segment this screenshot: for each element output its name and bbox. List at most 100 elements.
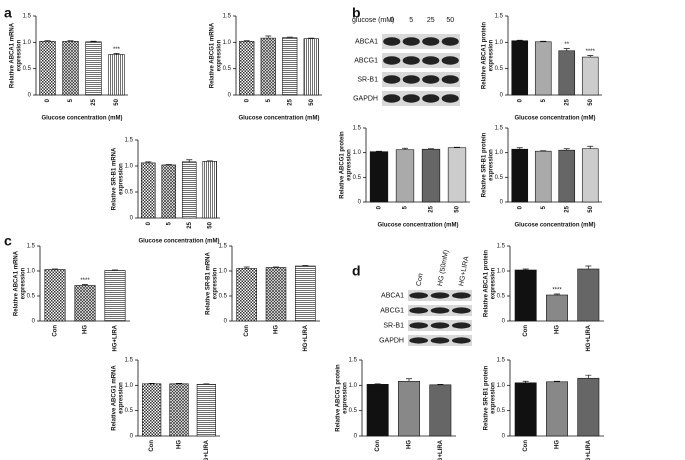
bar [104,270,126,322]
error-bar [243,266,250,269]
x-tick-label: 0 [517,98,523,102]
error-bar [112,269,118,271]
y-tick-label: 0 [32,319,36,325]
y-tick-label: 0 [354,434,358,440]
error-bar [203,383,210,385]
x-tick-label: HG [407,440,413,449]
bar [429,384,452,437]
x-tick-label: 50 [455,205,461,212]
y-axis-label: expression [217,39,223,71]
y-axis-label: expression [489,149,495,181]
y-tick-label: 1.0 [353,150,362,156]
y-tick-label: 0.5 [219,294,228,300]
x-axis-label: Glucose concentration (mM) [238,116,319,122]
x-axis-label: Glucose concentration (mM) [377,223,458,229]
lane-label: 25 [427,17,435,24]
bar [108,54,125,96]
blot-band [383,56,401,65]
error-bar [44,40,51,42]
bar [140,162,156,219]
x-tick-label: 5 [541,205,547,209]
blot-band [441,37,459,46]
error-bar [176,382,182,384]
x-tick-label: 50 [207,221,213,228]
y-tick-label: 1.0 [223,40,232,46]
y-tick-label: 1.0 [349,383,358,389]
blot-band [451,292,471,299]
x-tick-label: HG [555,325,561,334]
y-tick-label: 1.0 [125,164,134,170]
y-tick-label: 0.5 [125,190,134,196]
row-label: ABCA1 [355,38,378,45]
x-tick-label: 50 [588,98,594,105]
blot-band [422,75,440,84]
x-tick-label: Con [375,440,381,452]
bar [169,383,189,437]
x-axis-label: Glucose concentration (mM) [514,116,595,122]
bar [534,150,552,203]
y-tick-label: 1.5 [125,358,134,364]
y-tick-label: 1.0 [495,150,504,156]
y-tick-label: 1.0 [219,269,228,275]
bar [142,383,162,437]
blot-band [451,337,471,344]
error-bar [82,284,88,286]
y-tick-label: 1.5 [27,244,36,250]
y-tick-label: 1.5 [223,14,232,20]
x-tick-label: 0 [146,221,152,225]
error-bar [265,35,272,39]
error-bar [516,39,523,41]
x-tick-label: 0 [244,98,250,102]
y-tick-label: 1.5 [23,14,32,20]
y-tick-label: 1.5 [497,358,506,364]
significance: **** [586,49,596,55]
error-bar [286,36,293,38]
y-axis-label: Relative ABCG1 mRNA [112,365,118,431]
row-label: SR-B1 [357,76,378,83]
x-tick-label: HG+LIRA [204,439,210,460]
bar [39,40,56,96]
bar [398,380,420,437]
error-bar [554,380,560,382]
y-axis-label: Relative ABCA1 protein [482,22,488,89]
panel-letter: d [352,263,361,279]
blot-band [383,37,401,46]
y-axis-label: expression [489,39,495,71]
y-axis-label: Relative SR-B1 protein [482,132,488,197]
significance: ** [564,42,569,48]
y-tick-label: 0.5 [497,294,506,300]
error-bar [374,383,381,385]
blot-band [402,75,420,84]
y-axis-label: expression [119,382,125,414]
blot-band [383,94,401,103]
error-bar [148,382,155,384]
error-bar [554,293,560,295]
error-bar [206,160,213,162]
row-label: GAPDH [379,337,404,344]
y-axis-label: expression [343,382,349,414]
x-tick-label: 25 [187,221,193,228]
y-tick-label: 0.5 [349,408,358,414]
x-tick-label: 5 [68,98,74,102]
x-tick-label: Con [244,325,250,337]
y-tick-label: 1.0 [23,40,32,46]
x-tick-label: Con [523,325,529,337]
blot-strip [382,53,460,68]
y-tick-label: 1.5 [495,14,504,20]
blot-header: glucose (mM) [352,17,394,24]
x-tick-label: 5 [403,205,409,209]
x-tick-label: 25 [91,98,97,105]
y-tick-label: 0 [228,93,232,99]
error-bar [522,268,529,270]
bar [511,148,529,203]
bar [421,148,441,203]
blot-band [402,94,420,103]
y-tick-label: 0.5 [23,66,32,72]
error-bar [273,266,279,268]
y-axis-label: Relative ABCG1 protein [340,131,346,199]
x-tick-label: 50 [114,98,120,105]
significance: **** [552,288,562,294]
error-bar [52,268,58,270]
y-tick-label: 0 [224,319,228,325]
